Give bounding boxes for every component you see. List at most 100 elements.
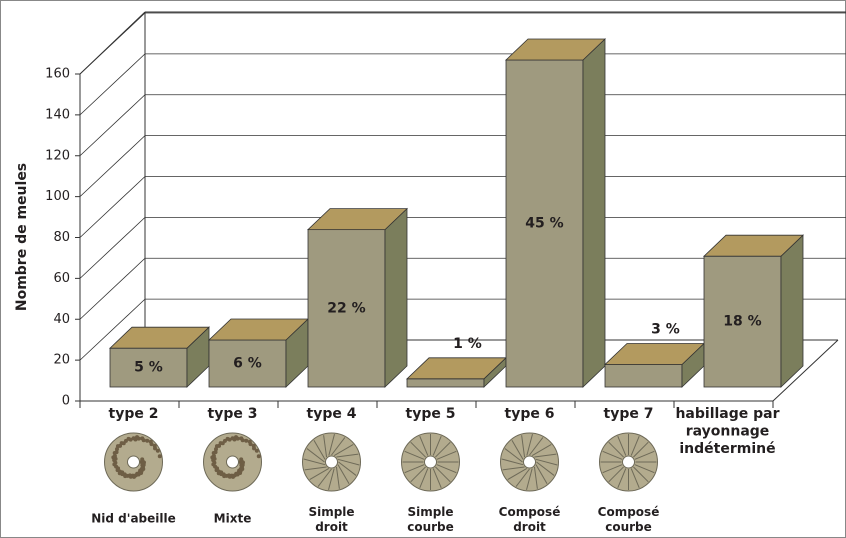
grid-line xyxy=(79,298,846,361)
furrow xyxy=(309,468,330,480)
bar-side xyxy=(582,38,606,388)
grain xyxy=(213,447,218,452)
furrow xyxy=(504,448,523,463)
furrow xyxy=(501,458,524,466)
bar-top xyxy=(703,234,804,257)
furrow xyxy=(410,441,426,458)
grain xyxy=(131,436,136,441)
grid-line xyxy=(79,94,846,157)
furrow xyxy=(507,468,528,480)
x-tick-label: type 2 xyxy=(109,406,159,422)
bar-front xyxy=(109,347,188,388)
furrow xyxy=(630,435,640,456)
furrow xyxy=(404,464,425,474)
x-tick-label: type 7 xyxy=(604,406,654,422)
stone-label: Simple courbe xyxy=(407,505,454,534)
furrow xyxy=(534,453,557,458)
y-tick-label: 0 xyxy=(62,394,70,409)
furrow xyxy=(630,468,640,489)
furrow xyxy=(435,466,451,483)
grid-line xyxy=(79,257,846,320)
y-tick-label: 80 xyxy=(53,230,70,245)
grain xyxy=(211,451,216,456)
grain xyxy=(140,436,145,441)
grain xyxy=(239,457,244,462)
grain xyxy=(238,471,243,476)
share-label: 18 % xyxy=(723,314,761,330)
stone-label: Composé droit xyxy=(499,505,561,534)
furrow xyxy=(602,450,623,460)
furrow xyxy=(338,461,357,476)
furrow xyxy=(533,466,538,489)
grain xyxy=(218,441,223,446)
furrow xyxy=(536,461,555,476)
x-tick-label: habillage par rayonnage indéterminé xyxy=(675,406,779,457)
grid-line xyxy=(79,12,846,75)
y-tick-label: 140 xyxy=(45,107,70,122)
grain xyxy=(115,468,120,473)
grain xyxy=(244,438,249,443)
grain xyxy=(155,448,160,453)
grain xyxy=(256,454,261,459)
furrow xyxy=(333,444,354,456)
grid-line xyxy=(79,216,846,279)
furrow xyxy=(313,439,326,460)
grain xyxy=(240,460,245,465)
share-label: 1 % xyxy=(453,336,482,352)
furrow xyxy=(432,468,442,489)
furrow xyxy=(521,435,526,458)
furrow xyxy=(634,464,655,474)
grinding-stone-icon xyxy=(302,432,361,492)
furrow xyxy=(337,458,360,466)
x-tick-label: type 6 xyxy=(505,406,555,422)
furrow xyxy=(526,468,533,490)
grain xyxy=(225,436,230,441)
furrow xyxy=(432,435,442,456)
grain xyxy=(231,474,236,479)
furrow xyxy=(617,468,627,489)
grain xyxy=(117,471,122,476)
grain xyxy=(132,474,137,479)
bar-top xyxy=(307,208,408,231)
furrow xyxy=(535,458,558,466)
furrow xyxy=(602,464,623,474)
x-tick-label: type 4 xyxy=(307,406,357,422)
furrow xyxy=(531,444,552,456)
y-tick-label: 60 xyxy=(53,271,70,286)
grain xyxy=(222,474,227,479)
bar-front xyxy=(604,364,683,388)
grain xyxy=(145,438,150,443)
grain xyxy=(140,457,145,462)
eye xyxy=(622,455,635,469)
furrow xyxy=(419,435,429,456)
furrow xyxy=(526,434,533,456)
furrow xyxy=(436,464,457,474)
eye xyxy=(523,455,536,469)
furrow xyxy=(328,434,335,456)
bar-front xyxy=(505,59,584,388)
furrow xyxy=(303,458,326,466)
stone-label: Composé courbe xyxy=(598,505,660,534)
grain xyxy=(157,454,162,459)
furrow xyxy=(511,439,524,460)
grain xyxy=(123,474,128,479)
share-label: 22 % xyxy=(327,300,365,316)
grain xyxy=(216,471,221,476)
grain xyxy=(141,460,146,465)
grain xyxy=(126,436,131,441)
grain xyxy=(111,455,116,460)
furrow xyxy=(404,450,425,460)
grid-line xyxy=(79,135,846,197)
furrow xyxy=(328,468,335,490)
grain xyxy=(112,451,117,456)
furrow xyxy=(633,466,649,483)
stone-label: Nid d'abeille xyxy=(91,512,176,526)
grain xyxy=(141,466,146,471)
furrow xyxy=(323,435,328,458)
furrow xyxy=(336,453,359,458)
furrow xyxy=(633,441,649,458)
grain xyxy=(239,436,244,441)
furrow xyxy=(410,466,426,483)
x-tick-label: type 3 xyxy=(208,406,258,422)
